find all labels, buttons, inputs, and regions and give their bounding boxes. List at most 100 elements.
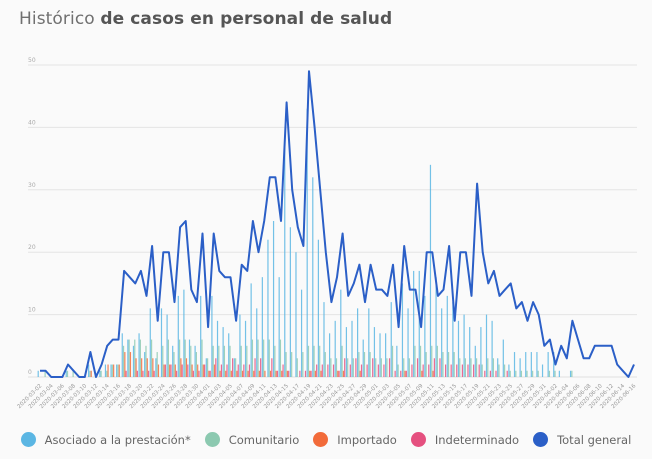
bar-comunitario — [330, 358, 332, 377]
bar-asociado-a-la-prestaci-n- — [553, 352, 555, 377]
bar-comunitario — [554, 370, 556, 377]
bar-indeterminado — [304, 370, 307, 377]
bar-comunitario — [504, 364, 506, 377]
bar-indeterminado — [248, 364, 251, 377]
bar-importado — [163, 364, 165, 377]
bar-asociado-a-la-prestaci-n- — [457, 320, 460, 377]
bar-comunitario — [352, 358, 354, 377]
bar-asociado-a-la-prestaci-n- — [463, 314, 465, 377]
bar-indeterminado — [153, 370, 155, 377]
bar-indeterminado — [327, 364, 329, 377]
bar-indeterminado — [181, 364, 183, 377]
bar-asociado-a-la-prestaci-n- — [558, 370, 560, 377]
bar-importado — [129, 352, 132, 377]
bar-indeterminado — [321, 364, 323, 377]
bar-comunitario — [347, 358, 349, 377]
bar-asociado-a-la-prestaci-n- — [441, 308, 443, 377]
bar-comunitario — [397, 364, 399, 377]
bar-asociado-a-la-prestaci-n- — [166, 314, 168, 377]
bar-asociado-a-la-prestaci-n- — [328, 333, 331, 377]
bar-indeterminado — [467, 364, 469, 377]
bar-indeterminado — [372, 358, 374, 377]
bar-comunitario — [302, 352, 304, 377]
bar-asociado-a-la-prestaci-n- — [357, 308, 359, 377]
bar-comunitario — [72, 370, 74, 377]
bar-asociado-a-la-prestaci-n- — [340, 289, 342, 377]
y-tick-label: 40 — [28, 119, 36, 126]
bar-comunitario — [285, 352, 287, 377]
bar-comunitario — [391, 345, 394, 377]
legend-item-importado[interactable]: Importado — [313, 432, 397, 447]
bar-importado — [258, 370, 260, 377]
bar-asociado-a-la-prestaci-n- — [502, 339, 504, 377]
legend-item-total[interactable]: Total general — [533, 432, 631, 447]
bar-importado — [275, 370, 277, 377]
bar-comunitario — [150, 339, 153, 377]
chart-title-bold: de casos en personal de salud — [100, 9, 393, 29]
bar-asociado-a-la-prestaci-n- — [127, 339, 129, 377]
bar-asociado-a-la-prestaci-n- — [228, 333, 230, 377]
bar-importado — [236, 370, 238, 377]
bar-asociado-a-la-prestaci-n- — [491, 320, 493, 377]
bar-comunitario — [66, 370, 69, 377]
bar-asociado-a-la-prestaci-n- — [373, 327, 376, 377]
bar-indeterminado — [276, 370, 279, 377]
bar-importado — [342, 370, 345, 377]
bar-asociado-a-la-prestaci-n- — [530, 352, 532, 377]
bar-comunitario — [212, 345, 214, 377]
legend-swatch-icon — [20, 432, 36, 447]
legend-item-comunitario[interactable]: Comunitario — [204, 432, 299, 447]
bar-comunitario — [167, 339, 169, 377]
legend-item-indeterminado[interactable]: Indeterminado — [410, 432, 519, 447]
bar-asociado-a-la-prestaci-n- — [390, 302, 392, 377]
bar-indeterminado — [215, 358, 217, 377]
legend-label: Asociado a la prestación* — [44, 432, 191, 447]
bar-indeterminado — [147, 370, 150, 377]
bar-asociado-a-la-prestaci-n- — [144, 352, 146, 377]
bar-indeterminado — [450, 364, 452, 377]
bar-comunitario — [156, 352, 158, 377]
bar-indeterminado — [254, 358, 256, 377]
bar-asociado-a-la-prestaci-n- — [88, 364, 90, 377]
bar-asociado-a-la-prestaci-n- — [295, 252, 297, 377]
bar-importado — [107, 364, 109, 377]
bar-importado — [286, 370, 288, 377]
bar-indeterminado — [232, 358, 234, 377]
bar-asociado-a-la-prestaci-n- — [413, 270, 415, 377]
bar-asociado-a-la-prestaci-n- — [37, 370, 39, 377]
bar-indeterminado — [220, 364, 223, 377]
bar-importado — [202, 364, 204, 377]
y-tick-label: 0 — [28, 369, 32, 376]
bar-indeterminado — [461, 364, 463, 377]
bar-asociado-a-la-prestaci-n- — [289, 227, 291, 377]
bar-indeterminado — [422, 364, 424, 377]
bar-importado — [432, 370, 434, 377]
bar-comunitario — [571, 370, 573, 377]
bar-importado — [152, 358, 154, 377]
bar-indeterminado — [175, 370, 178, 377]
bar-importado — [404, 370, 406, 377]
bar-indeterminado — [355, 358, 357, 377]
bar-indeterminado — [506, 370, 508, 377]
bar-indeterminado — [164, 364, 166, 377]
bar-comunitario — [307, 345, 310, 377]
bar-importado — [174, 364, 176, 377]
bar-indeterminado — [388, 358, 391, 377]
legend-item-asociado[interactable]: Asociado a la prestación* — [20, 432, 191, 447]
bar-indeterminado — [209, 370, 211, 377]
bar-indeterminado — [394, 370, 396, 377]
bar-asociado-a-la-prestaci-n- — [435, 277, 437, 377]
bar-asociado-a-la-prestaci-n- — [149, 308, 151, 377]
bar-indeterminado — [136, 370, 138, 377]
chart-legend: Asociado a la prestación* Comunitario Im… — [0, 432, 652, 447]
bar-indeterminado — [439, 358, 441, 377]
bar-indeterminado — [405, 370, 407, 377]
bar-importado — [180, 358, 182, 377]
bar-importado — [337, 370, 339, 377]
bar-comunitario — [515, 370, 517, 377]
bar-asociado-a-la-prestaci-n- — [172, 345, 174, 377]
bar-comunitario — [509, 370, 511, 377]
bar-comunitario — [100, 370, 102, 377]
bar-comunitario — [475, 358, 478, 377]
bar-asociado-a-la-prestaci-n- — [65, 370, 67, 377]
